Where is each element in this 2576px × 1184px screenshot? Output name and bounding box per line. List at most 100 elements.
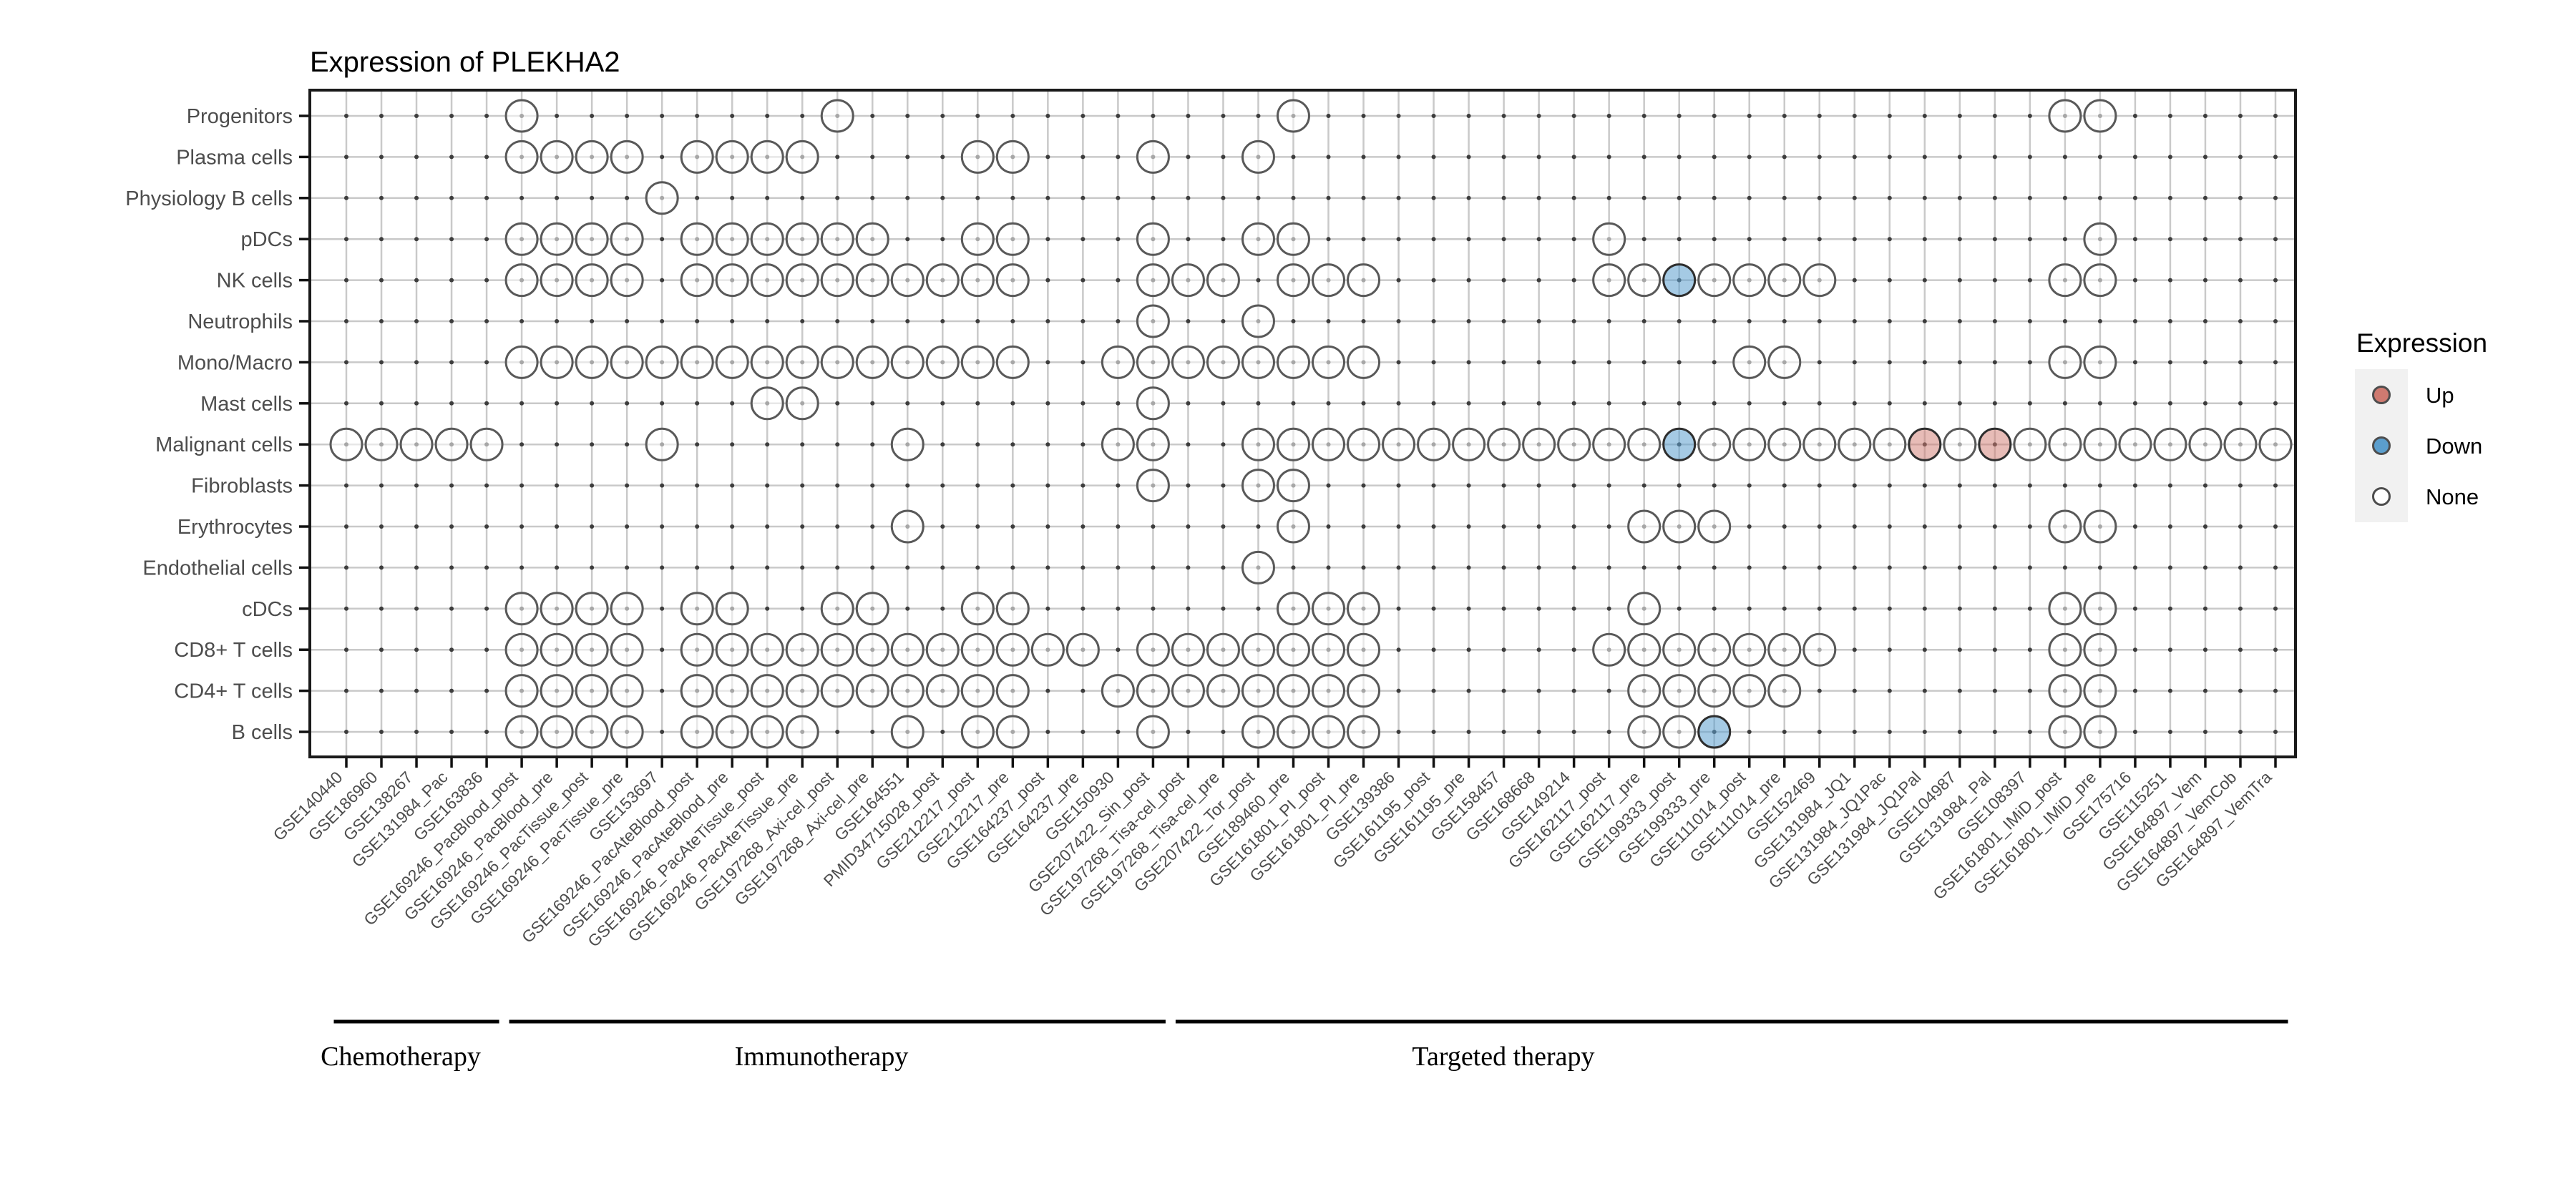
grid-point xyxy=(1326,401,1331,406)
expression-dot-none xyxy=(1276,469,1310,503)
expression-dot-none xyxy=(1732,263,1767,298)
expression-dot-none xyxy=(960,632,995,667)
grid-point xyxy=(660,401,665,406)
grid-point xyxy=(1957,524,1962,529)
expression-dot-none xyxy=(960,592,995,626)
grid-point xyxy=(414,195,419,200)
grid-point xyxy=(449,730,454,734)
grid-point xyxy=(1747,155,1752,160)
grid-point xyxy=(870,730,875,734)
grid-point xyxy=(2062,319,2067,323)
expression-dot-none xyxy=(715,263,749,298)
grid-point xyxy=(1536,319,1541,323)
expression-dot-none xyxy=(1838,427,1872,461)
cell-type-label: Mono/Macro xyxy=(177,351,293,374)
expression-dot-none xyxy=(785,263,819,298)
expression-dot-none xyxy=(1347,674,1381,708)
grid-point xyxy=(1080,278,1085,283)
expression-dot-none xyxy=(1276,592,1310,626)
grid-point xyxy=(484,730,489,734)
grid-point xyxy=(1045,278,1050,283)
grid-point xyxy=(555,319,560,323)
grid-point xyxy=(2027,360,2032,365)
expression-dot-none xyxy=(1767,427,1802,461)
grid-point xyxy=(905,401,910,406)
grid-point xyxy=(1466,195,1471,200)
grid-point xyxy=(414,647,419,652)
grid-point xyxy=(1431,565,1436,570)
expression-dot-none xyxy=(1276,263,1310,298)
expression-dot-none xyxy=(610,345,644,379)
grid-point xyxy=(414,114,419,118)
expression-dot-none xyxy=(1347,592,1381,626)
grid-point xyxy=(2202,319,2207,323)
grid-point xyxy=(1080,442,1085,447)
expression-dot-none xyxy=(855,263,889,298)
grid-point xyxy=(1396,114,1401,118)
grid-point xyxy=(1571,195,1576,200)
grid-point xyxy=(1536,647,1541,652)
grid-point xyxy=(1922,647,1927,652)
grid-point xyxy=(695,195,700,200)
grid-point xyxy=(1852,360,1857,365)
grid-point xyxy=(2202,483,2207,488)
grid-point xyxy=(1922,606,1927,611)
expression-dot-none xyxy=(1136,632,1170,667)
expression-dot-none xyxy=(645,427,679,461)
expression-dot-none xyxy=(680,632,714,667)
grid-point xyxy=(1361,319,1366,323)
grid-point xyxy=(2027,278,2032,283)
grid-point xyxy=(1186,524,1191,529)
grid-point xyxy=(590,442,595,447)
grid-point xyxy=(379,565,384,570)
grid-point xyxy=(1852,319,1857,323)
expression-dot-none xyxy=(434,427,469,461)
grid-point xyxy=(1116,524,1121,529)
grid-point xyxy=(905,319,910,323)
expression-dot-none xyxy=(1347,427,1381,461)
expression-dot-none xyxy=(1452,427,1486,461)
grid-point xyxy=(2167,606,2172,611)
expression-dot-none xyxy=(1767,632,1802,667)
grid-point xyxy=(2097,319,2102,323)
expression-dot-none xyxy=(2048,715,2082,749)
grid-point xyxy=(1431,237,1436,242)
grid-point xyxy=(1326,483,1331,488)
grid-point xyxy=(1992,278,1997,283)
grid-point xyxy=(1431,483,1436,488)
grid-point xyxy=(1852,237,1857,242)
grid-point xyxy=(660,237,665,242)
expression-dot-none xyxy=(1662,509,1697,544)
grid-point xyxy=(1186,195,1191,200)
grid-point xyxy=(2132,278,2137,283)
expression-dot-none xyxy=(995,674,1030,708)
grid-point xyxy=(835,524,840,529)
grid-point xyxy=(870,524,875,529)
grid-point xyxy=(2273,195,2278,200)
grid-point xyxy=(519,442,525,447)
grid-point xyxy=(2238,688,2243,693)
expression-dot-none xyxy=(960,263,995,298)
grid-point xyxy=(1852,565,1857,570)
grid-point xyxy=(344,647,348,652)
grid-point xyxy=(1712,114,1717,118)
grid-point xyxy=(1501,524,1506,529)
expression-dot-none xyxy=(1241,304,1275,338)
grid-point xyxy=(1957,565,1962,570)
legend-key-label: Up xyxy=(2426,383,2454,408)
expression-dot-none xyxy=(995,222,1030,256)
expression-dot-none xyxy=(1627,632,1662,667)
expression-dot-none xyxy=(1136,674,1170,708)
expression-dot-none xyxy=(1522,427,1556,461)
expression-dot-none xyxy=(1276,222,1310,256)
grid-point xyxy=(975,401,980,406)
grid-point xyxy=(2273,647,2278,652)
expression-dot-none xyxy=(1627,715,1662,749)
grid-point xyxy=(1992,565,1997,570)
grid-point xyxy=(1396,647,1401,652)
grid-point xyxy=(2238,483,2243,488)
expression-dot-none xyxy=(2083,592,2117,626)
grid-point xyxy=(905,565,910,570)
cell-type-label: Endothelial cells xyxy=(142,557,293,579)
grid-point xyxy=(940,483,945,488)
